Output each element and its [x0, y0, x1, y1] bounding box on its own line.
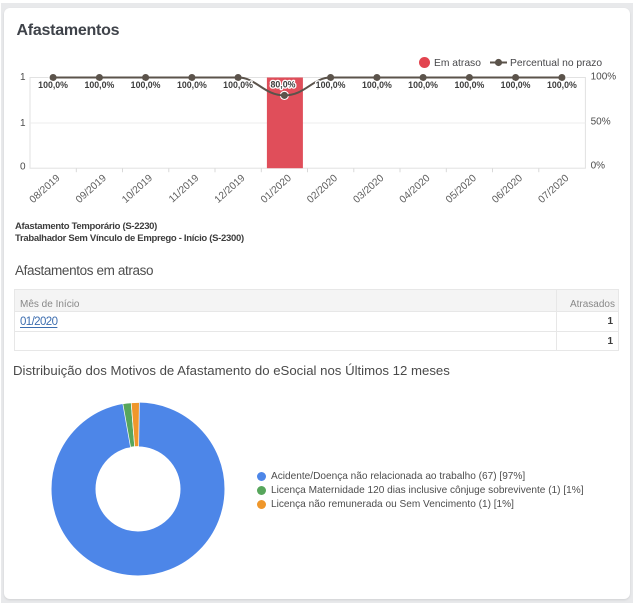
svg-text:12/2019: 12/2019 [213, 173, 248, 206]
svg-text:100,0%: 100,0% [38, 80, 68, 90]
svg-text:1: 1 [20, 118, 26, 129]
svg-text:80,0%: 80,0% [271, 80, 296, 90]
svg-text:100%: 100% [591, 71, 617, 82]
svg-text:02/2020: 02/2020 [305, 173, 340, 206]
svg-text:100,0%: 100,0% [408, 80, 438, 90]
svg-text:100,0%: 100,0% [177, 80, 207, 90]
svg-text:100,0%: 100,0% [316, 80, 346, 90]
svg-text:03/2020: 03/2020 [352, 173, 387, 206]
svg-text:100,0%: 100,0% [84, 80, 114, 90]
svg-text:100,0%: 100,0% [454, 80, 484, 90]
svg-text:100,0%: 100,0% [362, 80, 392, 90]
svg-text:100,0%: 100,0% [501, 80, 531, 90]
svg-text:1: 1 [20, 72, 26, 83]
svg-text:09/2019: 09/2019 [74, 173, 109, 206]
svg-text:50%: 50% [591, 116, 611, 127]
svg-text:0: 0 [20, 162, 26, 173]
svg-text:07/2020: 07/2020 [537, 173, 572, 206]
svg-text:11/2019: 11/2019 [167, 173, 201, 206]
svg-text:100,0%: 100,0% [131, 80, 161, 90]
svg-text:01/2020: 01/2020 [259, 173, 294, 206]
svg-text:100,0%: 100,0% [223, 80, 253, 90]
svg-text:06/2020: 06/2020 [490, 173, 525, 206]
svg-text:0%: 0% [591, 160, 606, 171]
svg-text:08/2019: 08/2019 [28, 173, 63, 206]
svg-text:10/2019: 10/2019 [120, 173, 155, 206]
svg-text:05/2020: 05/2020 [444, 173, 479, 206]
svg-text:100,0%: 100,0% [547, 80, 577, 90]
svg-text:04/2020: 04/2020 [398, 173, 433, 206]
